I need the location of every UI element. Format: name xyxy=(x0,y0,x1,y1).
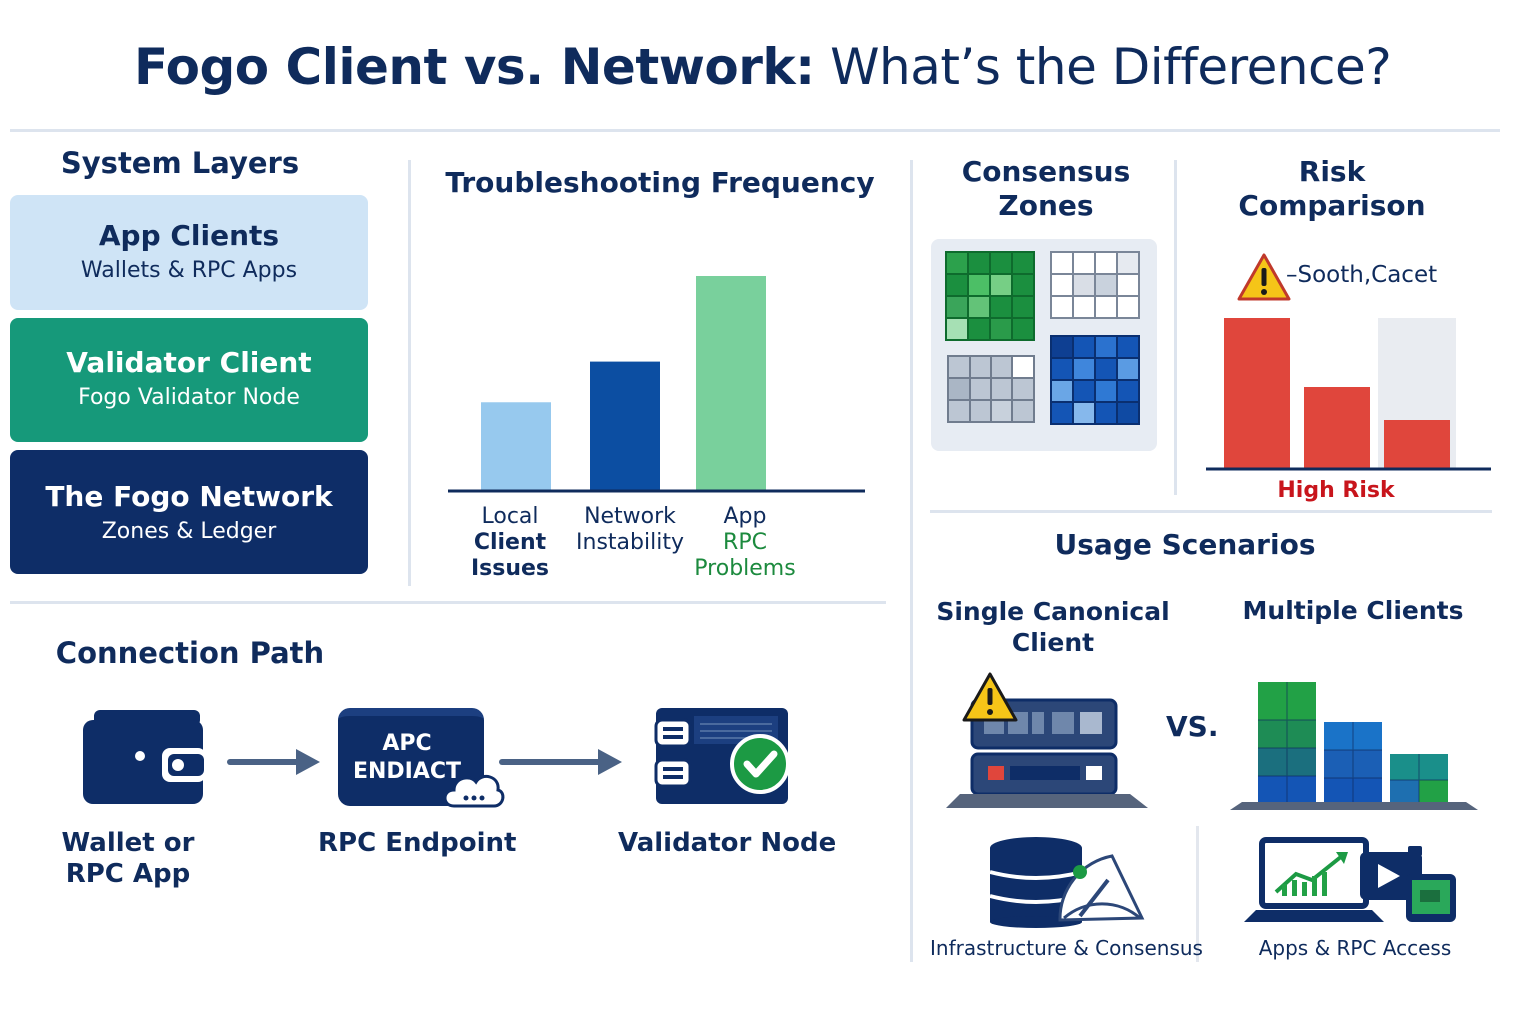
consensus-zones-heading: Consensus Zones xyxy=(930,155,1162,223)
single-client-title: Single Canonical Client xyxy=(936,596,1170,658)
single-client-caption: Infrastructure & Consensus xyxy=(930,936,1203,960)
heading-line: Risk xyxy=(1298,155,1366,188)
wallet-label-line: RPC App xyxy=(65,859,191,889)
divider-center xyxy=(910,160,913,962)
layer-validator-client: Validator Client Fogo Validator Node xyxy=(10,318,368,442)
risk-bar xyxy=(1384,420,1450,468)
page-title: Fogo Client vs. Network: What’s the Diff… xyxy=(134,38,1392,96)
freq-xlabel-line: Instability xyxy=(576,530,684,555)
usage-scenarios-heading: Usage Scenarios xyxy=(1054,528,1316,561)
layer-fogo-network: The Fogo Network Zones & Ledger xyxy=(10,450,368,574)
multiple-clients-bars-icon xyxy=(1230,682,1478,810)
freq-xlabel-line: App xyxy=(723,504,767,529)
freq-xlabel-line: Problems xyxy=(694,556,796,581)
divider-mid-left xyxy=(10,601,886,604)
layer-app-clients: App Clients Wallets & RPC Apps xyxy=(10,195,368,310)
rpc-box-text: APC ENDIACT xyxy=(338,730,476,786)
freq-bar xyxy=(696,276,766,490)
wallet-label-line: Wallet or xyxy=(61,828,195,858)
rpc-endpoint-icon: APC ENDIACT xyxy=(338,708,505,808)
divider-right xyxy=(1174,160,1177,495)
divider-left xyxy=(408,160,411,586)
layer-title: The Fogo Network xyxy=(45,480,333,513)
risk-bar-background xyxy=(1378,318,1456,468)
layer-title: App Clients xyxy=(98,219,280,252)
zone-grid-grey xyxy=(947,355,1035,423)
risk-annotation: –Sooth,Cacet xyxy=(1286,262,1438,288)
layer-subtitle: Fogo Validator Node xyxy=(78,385,300,410)
freq-xlabel-network: Network Instability xyxy=(560,504,700,556)
validator-node-icon xyxy=(654,708,790,804)
warning-icon xyxy=(1237,253,1291,301)
risk-comparison-heading: Risk Comparison xyxy=(1212,155,1452,223)
wallet-label: Wallet or RPC App xyxy=(40,828,216,890)
wallet-icon xyxy=(83,710,206,804)
freq-bar xyxy=(590,361,660,490)
connection-path-heading: Connection Path xyxy=(55,636,325,670)
title-bold: Fogo Client vs. Network: xyxy=(134,38,815,96)
risk-bar xyxy=(1304,387,1370,468)
layer-title: Validator Client xyxy=(66,346,312,379)
risk-xlabel: High Risk xyxy=(1277,478,1395,503)
troubleshooting-chart-title: Troubleshooting Frequency xyxy=(445,166,875,199)
rpc-endpoint-label: RPC Endpoint xyxy=(318,828,517,858)
risk-bar xyxy=(1224,318,1290,468)
system-layers-heading: System Layers xyxy=(60,146,300,180)
divider-top xyxy=(10,129,1500,132)
heading-line: Comparison xyxy=(1238,189,1426,222)
zone-grid-green xyxy=(945,251,1035,341)
freq-xlabel-line: Issues xyxy=(470,556,550,581)
freq-xlabel-line: Network xyxy=(584,504,676,529)
title-light: What’s the Difference? xyxy=(830,38,1392,96)
vs-label: VS. xyxy=(1166,710,1219,743)
layer-subtitle: Wallets & RPC Apps xyxy=(80,258,298,283)
freq-xlabel-line: Local xyxy=(481,504,539,529)
freq-xlabel-line: Client xyxy=(473,530,547,555)
divider-mid-right xyxy=(930,510,1492,513)
freq-xlabel-line: RPC xyxy=(723,530,767,555)
cloud-icon xyxy=(443,774,505,808)
title-line: Client xyxy=(1011,628,1095,657)
rpc-box-line: APC xyxy=(382,731,432,756)
rpc-box-line: ENDIACT xyxy=(352,759,462,784)
heading-line: Zones xyxy=(998,189,1094,222)
title-line: Single Canonical xyxy=(936,597,1170,626)
freq-bar xyxy=(481,402,551,490)
heading-line: Consensus xyxy=(961,155,1131,188)
consensus-zones-graphic xyxy=(931,239,1157,451)
zone-grid-blue xyxy=(1050,335,1140,425)
laptop-chart-icon xyxy=(1244,837,1456,922)
multiple-clients-caption: Apps & RPC Access xyxy=(1258,936,1452,960)
server-icon xyxy=(946,672,1148,808)
multiple-clients-title: Multiple Clients xyxy=(1242,596,1464,625)
arrow-right-icon xyxy=(227,749,320,775)
database-gauge-icon xyxy=(989,837,1145,928)
validator-node-label: Validator Node xyxy=(618,828,837,858)
freq-xlabel-app: App RPC Problems xyxy=(680,504,810,582)
arrow-right-icon xyxy=(499,749,622,775)
divider-usage xyxy=(1196,826,1199,962)
layer-subtitle: Zones & Ledger xyxy=(101,519,277,544)
freq-xlabel-local: Local Client Issues xyxy=(450,504,570,582)
zone-grid-light xyxy=(1050,251,1140,319)
